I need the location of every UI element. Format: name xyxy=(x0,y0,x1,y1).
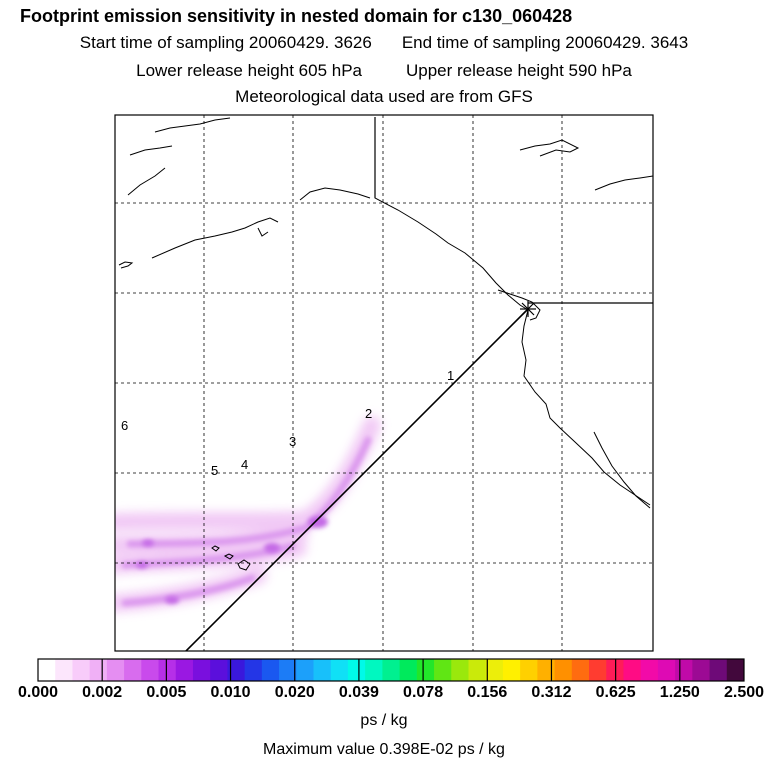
colorbar-swatch xyxy=(468,659,487,681)
colorbar-tick-label: 0.010 xyxy=(210,684,251,701)
colorbar-tick-label: 0.312 xyxy=(531,684,572,701)
colorbar xyxy=(37,658,745,682)
colorbar-swatch xyxy=(571,659,590,681)
trajectory-marker-2: 2 xyxy=(365,406,372,421)
colorbar-tick-label: 0.000 xyxy=(17,684,59,701)
colorbar-swatch xyxy=(72,659,91,681)
colorbar-swatch xyxy=(623,659,642,681)
colorbar-swatch xyxy=(589,659,607,681)
figure-title: Footprint emission sensitivity in nested… xyxy=(20,6,573,26)
colorbar-tick-label: 0.005 xyxy=(146,684,187,701)
trajectory-marker-4: 4 xyxy=(241,457,248,472)
colorbar-swatch xyxy=(382,659,401,681)
colorbar-swatch xyxy=(554,659,573,681)
colorbar-swatch xyxy=(141,659,160,681)
colorbar-swatch xyxy=(365,659,383,681)
trajectory-marker-1: 1 xyxy=(447,368,454,383)
colorbar-swatch xyxy=(192,659,211,681)
colorbar-swatch xyxy=(502,659,521,681)
release-site-marker xyxy=(520,301,536,317)
colorbar-swatch xyxy=(89,659,108,681)
colorbar-swatch xyxy=(657,659,676,681)
colorbar-swatch xyxy=(279,659,297,681)
colorbar-tick-label: 0.020 xyxy=(274,684,315,701)
colorbar-tick-label: 1.250 xyxy=(659,684,700,701)
colorbar-frame xyxy=(37,658,745,682)
colorbar-swatch xyxy=(296,659,315,681)
colorbar-swatch xyxy=(640,659,659,681)
end-time-label: End time of sampling 20060429. 3643 xyxy=(401,33,689,52)
colorbar-swatch xyxy=(485,659,504,681)
colorbar-swatch xyxy=(158,659,177,681)
colorbar-swatch xyxy=(124,659,142,681)
colorbar-swatch xyxy=(244,659,263,681)
colorbar-swatch xyxy=(210,659,228,681)
colorbar-swatch xyxy=(675,659,693,681)
start-time-label: Start time of sampling 20060429. 3626 xyxy=(79,33,372,52)
trajectory-marker-5: 5 xyxy=(211,463,218,478)
upper-release-label: Upper release height 590 hPa xyxy=(406,61,632,80)
colorbar-swatch xyxy=(261,659,280,681)
political-boundaries xyxy=(374,117,653,304)
emission-sensitivity-plume xyxy=(115,416,381,612)
colorbar-swatch xyxy=(416,659,435,681)
colorbar-swatch xyxy=(434,659,452,681)
trajectory-marker-3: 3 xyxy=(289,434,296,449)
colorbar-swatch xyxy=(347,659,366,681)
colorbar-tick-label: 2.500 xyxy=(723,684,765,701)
colorbar-swatch xyxy=(38,659,56,681)
coastlines xyxy=(118,117,653,571)
colorbar-tick-label: 0.039 xyxy=(338,684,379,701)
map-frame xyxy=(114,114,654,652)
colorbar-tick-label: 0.156 xyxy=(467,684,508,701)
colorbar-swatch xyxy=(399,659,418,681)
met-data-label: Meteorological data used are from GFS xyxy=(235,87,533,106)
colorbar-tick-label: 0.625 xyxy=(595,684,636,701)
colorbar-swatch xyxy=(709,659,728,681)
colorbar-tick-label: 0.002 xyxy=(82,684,123,701)
colorbar-swatch xyxy=(451,659,469,681)
back-trajectory-line xyxy=(185,308,529,651)
maximum-value-label: Maximum value 0.398E-02 ps / kg xyxy=(263,741,505,758)
colorbar-swatch xyxy=(692,659,711,681)
colorbar-tick-label: 0.078 xyxy=(403,684,444,701)
trajectory-marker-6: 6 xyxy=(121,418,128,433)
trajectory-day-labels: 1 2 3 4 5 6 xyxy=(121,368,454,478)
colorbar-swatch xyxy=(726,659,745,681)
colorbar-swatch xyxy=(520,659,538,681)
release-height-line: Lower release height 605 hPa Upper releas… xyxy=(0,61,768,81)
colorbar-swatch xyxy=(313,659,332,681)
colorbar-swatch xyxy=(175,659,194,681)
colorbar-swatch xyxy=(330,659,349,681)
colorbar-swatch xyxy=(106,659,125,681)
sampling-time-line: Start time of sampling 20060429. 3626 End… xyxy=(0,33,768,53)
lower-release-label: Lower release height 605 hPa xyxy=(136,61,362,80)
lat-lon-grid xyxy=(115,115,653,651)
colorbar-units: ps / kg xyxy=(360,712,408,729)
colorbar-swatch xyxy=(227,659,246,681)
colorbar-swatch xyxy=(55,659,73,681)
colorbar-swatch xyxy=(537,659,556,681)
